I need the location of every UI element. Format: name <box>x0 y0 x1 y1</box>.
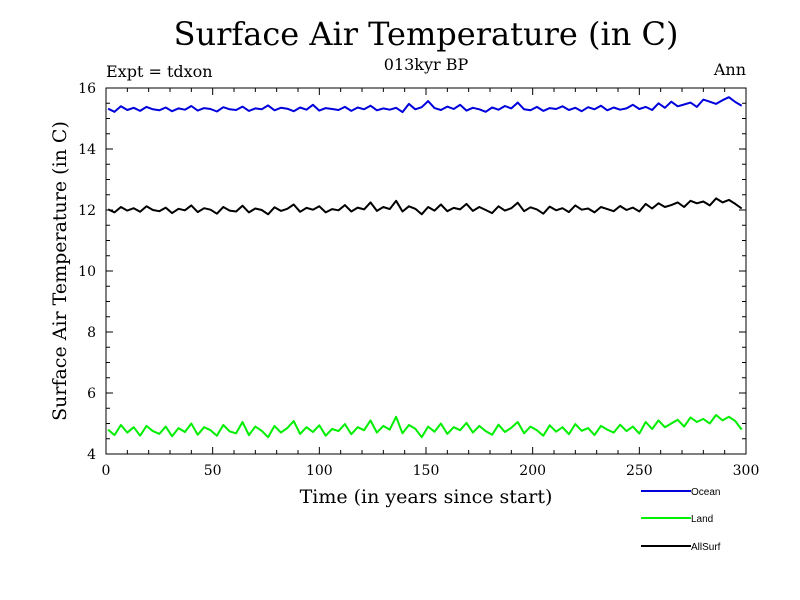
y-tick-label: 6 <box>87 386 96 402</box>
y-tick-label: 12 <box>78 203 96 219</box>
chart-title: Surface Air Temperature (in C) <box>174 15 679 53</box>
axis-ticks <box>105 87 747 455</box>
legend: Ocean Land AllSurf <box>641 487 721 553</box>
x-tick-label: 300 <box>733 463 760 479</box>
plot-frame <box>105 87 747 455</box>
series-line-allsurf <box>107 197 743 216</box>
series-line-land <box>107 414 743 439</box>
series-lines <box>107 96 743 439</box>
season-label: Ann <box>713 60 746 79</box>
x-tick-label: 0 <box>102 463 111 479</box>
series-line-ocean <box>107 96 743 114</box>
legend-label-land: Land <box>691 514 713 525</box>
y-tick-label: 4 <box>87 447 96 463</box>
x-tick-label: 250 <box>626 463 653 479</box>
x-axis-label: Time (in years since start) <box>300 486 553 508</box>
legend-label-ocean: Ocean <box>691 487 720 498</box>
y-axis-label: Surface Air Temperature (in C) <box>49 121 71 421</box>
legend-label-allsurf: AllSurf <box>691 542 721 553</box>
experiment-label: Expt = tdxon <box>106 62 213 81</box>
axis-tick-labels: 0 50 100 150 200 250 300 4 6 8 10 12 14 16 <box>78 81 759 479</box>
y-tick-label: 10 <box>78 264 96 280</box>
x-tick-label: 200 <box>519 463 546 479</box>
y-tick-label: 16 <box>78 81 96 97</box>
x-tick-label: 150 <box>413 463 440 479</box>
x-tick-label: 50 <box>204 463 222 479</box>
y-tick-label: 14 <box>78 142 96 158</box>
y-tick-label: 8 <box>87 325 96 341</box>
chart-subtitle: 013kyr BP <box>384 55 469 74</box>
x-tick-label: 100 <box>306 463 333 479</box>
